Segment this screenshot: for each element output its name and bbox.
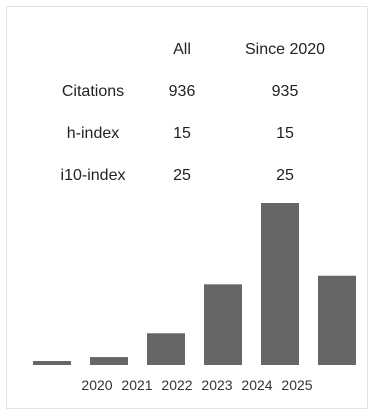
x-tick-label-2025: 2025: [281, 377, 312, 393]
i10-index-since-value: 25: [276, 167, 294, 184]
x-tick-label-2020: 2020: [81, 377, 112, 393]
column-header-since-2020: Since 2020: [244, 41, 326, 58]
bar-2020[interactable]: [33, 361, 71, 365]
x-tick-label-2022: 2022: [161, 377, 192, 393]
column-header-all: All: [173, 41, 191, 58]
citations-since-value: 935: [271, 83, 299, 100]
h-index-all-value: 15: [173, 125, 191, 142]
x-tick-label-2024: 2024: [241, 377, 272, 393]
row-label-i10-index: i10-index: [60, 167, 126, 184]
bar-2023[interactable]: [204, 284, 242, 365]
x-tick-label-2023: 2023: [201, 377, 232, 393]
bar-2025[interactable]: [318, 275, 356, 365]
bar-2021[interactable]: [90, 357, 128, 365]
citations-panel: All Since 2020 Citations 936 935 h-index…: [6, 6, 368, 409]
bar-2024[interactable]: [261, 203, 299, 365]
citations-all-value: 936: [168, 83, 196, 100]
x-tick-label-2021: 2021: [121, 377, 152, 393]
citations-per-year-chart: 2020 2021 2022 2023 2024 2025: [33, 203, 356, 393]
h-index-since-value: 15: [276, 125, 294, 142]
row-label-citations: Citations: [61, 83, 125, 100]
i10-index-all-value: 25: [173, 167, 191, 184]
row-label-h-index: h-index: [66, 125, 120, 142]
bar-2022[interactable]: [147, 333, 185, 365]
